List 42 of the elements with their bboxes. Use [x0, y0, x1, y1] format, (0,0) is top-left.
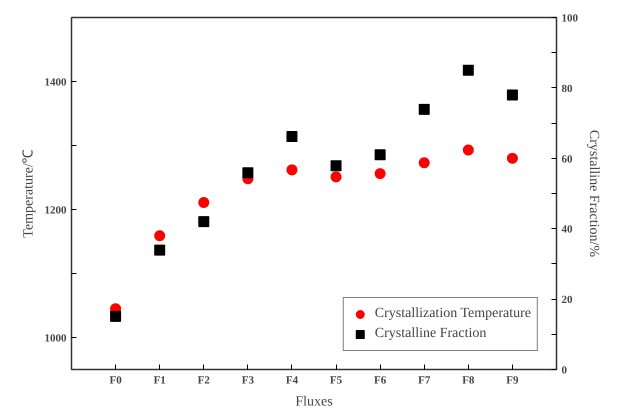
point — [374, 149, 386, 160]
point — [286, 130, 298, 142]
x-tick-label: F6 — [374, 374, 387, 386]
legend-label: Crystalline Fraction — [374, 326, 486, 342]
x-tick-label: F9 — [506, 374, 520, 386]
point — [506, 89, 518, 100]
y2-tick-label: 100 — [562, 12, 578, 24]
point — [198, 216, 210, 228]
y-axis-title: Temperature/℃ — [22, 149, 36, 238]
y2-tick-label: 0 — [562, 364, 568, 376]
x-tick-label: F0 — [109, 374, 122, 386]
point — [418, 157, 430, 168]
point — [374, 168, 386, 180]
point — [110, 310, 122, 322]
x-tick-label: F3 — [242, 374, 254, 386]
x-axis-title: Fluxes — [295, 394, 333, 410]
point — [154, 230, 166, 242]
x-tick-label: F2 — [198, 374, 210, 386]
point — [330, 160, 342, 172]
y2-axis-title: Crystalline Fraction/% — [586, 130, 601, 258]
x-tick-label: F5 — [330, 374, 343, 386]
y2-tick-label: 60 — [562, 153, 573, 166]
point — [286, 164, 298, 176]
point — [330, 171, 342, 182]
y-tick-label: 1200 — [44, 204, 67, 216]
y2-tick-label: 20 — [562, 294, 573, 306]
point — [242, 167, 254, 178]
point — [462, 64, 474, 76]
legend-label: Crystallization Temperature — [374, 306, 531, 322]
y2-tick-label: 80 — [562, 82, 573, 95]
point — [462, 144, 474, 156]
y-tick-label: 1000 — [44, 332, 67, 344]
point — [154, 244, 166, 256]
point — [506, 152, 518, 164]
x-tick-label: F4 — [286, 374, 299, 386]
point — [198, 196, 210, 208]
x-tick-label: F8 — [462, 374, 475, 386]
y-tick-label: 1400 — [44, 76, 67, 88]
x-tick-label: F1 — [154, 374, 166, 386]
point — [418, 104, 430, 115]
x-tick-label: F7 — [418, 374, 431, 386]
y2-tick-label: 40 — [562, 224, 573, 236]
